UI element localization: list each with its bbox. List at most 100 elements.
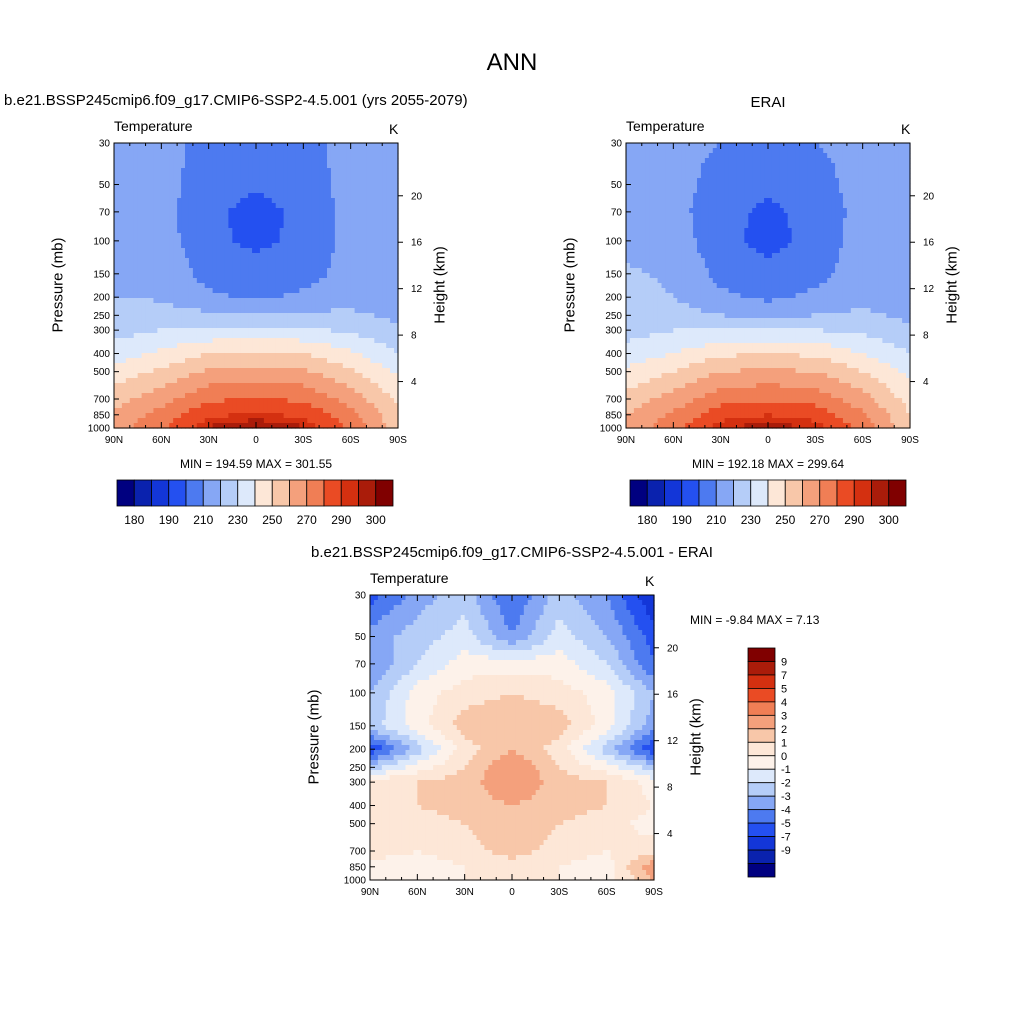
model-ytick-label: 70 xyxy=(99,207,111,218)
model-contour-cell xyxy=(323,223,328,229)
model-contour-cell xyxy=(185,163,190,169)
obs-contour-cell xyxy=(831,153,836,159)
model-contour-cell xyxy=(117,173,123,179)
model-contour-cell xyxy=(216,423,222,429)
model-contour-cell xyxy=(153,328,158,334)
model-contour-cell xyxy=(319,153,324,159)
model-contour-cell xyxy=(386,393,391,399)
model-contour-cell xyxy=(232,253,237,259)
model-contour-cell xyxy=(283,173,289,179)
obs-contour-cell xyxy=(815,168,820,174)
model-contour-cell xyxy=(185,203,190,209)
model-contour-cell xyxy=(295,203,300,209)
model-contour-cell xyxy=(200,248,206,254)
model-contour-cell xyxy=(208,213,214,219)
model-contour-cell xyxy=(177,183,182,189)
model-contour-cell xyxy=(256,353,261,359)
model-contour-cell xyxy=(346,208,352,214)
model-contour-cell xyxy=(220,243,226,249)
model-contour-cell xyxy=(311,368,316,374)
model-contour-cell xyxy=(252,218,257,224)
model-contour-cell xyxy=(121,338,127,344)
model-contour-cell xyxy=(157,288,162,294)
obs-contour-cell xyxy=(764,178,769,184)
model-contour-cell xyxy=(173,183,178,189)
model-contour-cell xyxy=(165,293,170,299)
model-contour-cell xyxy=(149,363,155,369)
obs-contour-cell xyxy=(850,163,856,169)
model-contour-cell xyxy=(311,303,316,309)
model-contour-cell xyxy=(330,423,336,429)
model-contour-cell xyxy=(394,213,399,219)
obs-contour-cell xyxy=(736,148,741,154)
model-contour-cell xyxy=(350,228,356,234)
obs-contour-cell xyxy=(862,168,868,174)
model-contour-cell xyxy=(263,378,269,384)
model-contour-cell xyxy=(161,293,166,299)
model-contour-cell xyxy=(200,323,206,329)
model-contour-cell xyxy=(129,188,135,194)
model-contour-cell xyxy=(216,298,222,304)
obs-contour-cell xyxy=(783,158,789,164)
obs-contour-cell xyxy=(835,148,840,154)
model-contour-cell xyxy=(224,238,229,244)
model-contour-cell xyxy=(220,298,226,304)
model-contour-cell xyxy=(169,348,174,354)
model-contour-cell xyxy=(169,293,174,299)
model-contour-cell xyxy=(173,208,178,214)
model-contour-cell xyxy=(374,263,379,269)
model-contour-cell xyxy=(129,183,135,189)
model-contour-cell xyxy=(327,193,332,199)
model-contour-cell xyxy=(224,143,229,149)
model-contour-cell xyxy=(220,228,226,234)
diff-panel-title: b.e21.BSSP245cmip6.f09_g17.CMIP6-SSP2-4.… xyxy=(311,544,713,561)
model-contour-cell xyxy=(319,183,324,189)
obs-contour-cell xyxy=(783,168,789,174)
model-contour-cell xyxy=(252,198,257,204)
model-contour-cell xyxy=(133,353,139,359)
model-contour-cell xyxy=(275,198,281,204)
model-contour-cell xyxy=(271,198,277,204)
model-contour-cell xyxy=(338,398,344,404)
model-contour-cell xyxy=(196,388,202,394)
obs-contour-cell xyxy=(693,173,698,179)
model-contour-cell xyxy=(125,308,131,314)
model-contour-cell xyxy=(169,383,174,389)
model-contour-cell xyxy=(157,263,162,269)
model-contour-cell xyxy=(248,298,253,304)
model-contour-cell xyxy=(338,323,344,329)
model-contour-cell xyxy=(192,143,198,149)
model-contour-cell xyxy=(378,378,383,384)
model-contour-cell xyxy=(204,378,210,384)
model-contour-cell xyxy=(133,218,139,224)
model-contour-cell xyxy=(173,413,178,419)
model-contour-cell xyxy=(114,203,119,209)
model-contour-cell xyxy=(287,248,293,254)
obs-contour-cell xyxy=(724,173,730,179)
model-contour-cell xyxy=(220,408,226,414)
model-contour-cell xyxy=(204,188,210,194)
model-contour-cell xyxy=(315,188,320,194)
model-contour-cell xyxy=(220,148,226,154)
model-contour-cell xyxy=(275,358,281,364)
model-contour-cell xyxy=(228,398,233,404)
obs-contour-cell xyxy=(704,168,710,174)
model-contour-cell xyxy=(181,333,186,339)
model-contour-cell xyxy=(299,268,304,274)
model-contour-cell xyxy=(287,358,293,364)
model-contour-cell xyxy=(354,228,360,234)
model-contour-cell xyxy=(295,193,300,199)
model-contour-cell xyxy=(117,413,123,419)
model-contour-cell xyxy=(153,153,158,159)
model-contour-cell xyxy=(382,148,387,154)
model-contour-cell xyxy=(279,368,285,374)
model-contour-cell xyxy=(354,263,360,269)
obs-contour-cell xyxy=(641,158,647,164)
model-contour-cell xyxy=(125,353,131,359)
model-contour-cell xyxy=(117,298,123,304)
model-contour-cell xyxy=(244,278,249,284)
model-contour-cell xyxy=(279,378,285,384)
model-contour-cell xyxy=(133,418,139,424)
obs-contour-cell xyxy=(894,173,899,179)
model-contour-cell xyxy=(299,173,304,179)
